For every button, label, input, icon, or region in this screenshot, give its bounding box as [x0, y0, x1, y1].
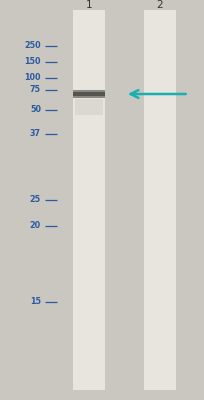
Bar: [75, 99, 102, 115]
Text: 25: 25: [30, 196, 41, 204]
Text: 2: 2: [156, 0, 162, 10]
Text: 50: 50: [30, 106, 41, 114]
Text: 1: 1: [85, 0, 92, 10]
Text: 37: 37: [30, 130, 41, 138]
Bar: [73, 92, 104, 96]
Bar: [73, 10, 104, 390]
Text: 75: 75: [30, 86, 41, 94]
Text: 100: 100: [24, 74, 41, 82]
Text: 150: 150: [24, 58, 41, 66]
Text: 20: 20: [30, 222, 41, 230]
Text: 250: 250: [24, 42, 41, 50]
Text: 15: 15: [30, 298, 41, 306]
Bar: [143, 10, 175, 390]
Bar: [73, 90, 104, 98]
